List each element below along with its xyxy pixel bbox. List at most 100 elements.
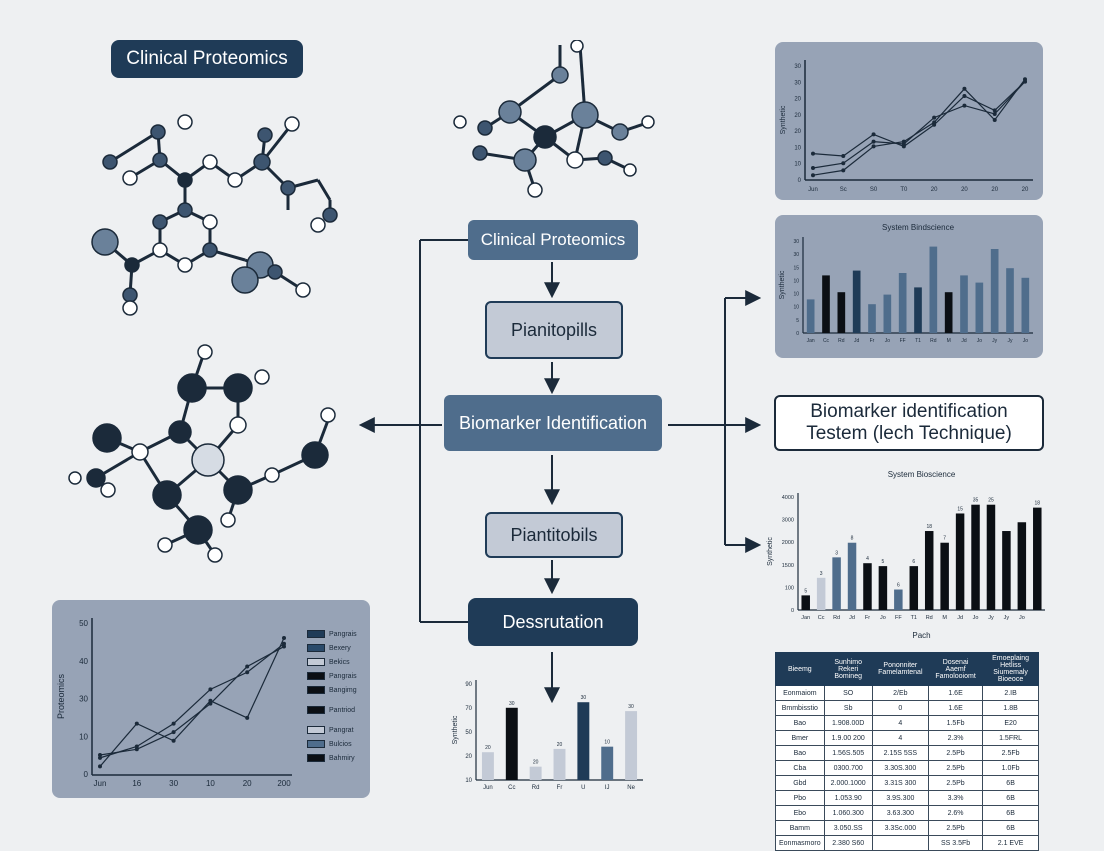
y-tick-label: 4000 — [782, 495, 794, 501]
data-label: 7 — [943, 536, 946, 542]
title-badge: Clinical Proteomics — [111, 40, 303, 78]
bar — [940, 542, 949, 610]
y-tick-label: 1500 — [782, 563, 794, 569]
table-cell: 3.31S 300 — [871, 775, 929, 791]
bioscience-bar-chart: 5 Jan 3 Cc 3 Rd 8 Jd 4 Fr 5 Jo 6 FF 6 T1 18 Rd 7 M 15 Jd 35 Jo 2… — [767, 470, 1045, 640]
table-cell: Cba — [775, 760, 825, 776]
table-header-cell: Pononniter Famelamtenal — [871, 652, 929, 686]
table-cell: 6B — [982, 790, 1039, 806]
table-cell: 2.5Pb — [927, 775, 984, 791]
bar — [883, 294, 892, 333]
data-point — [245, 715, 250, 720]
x-tick-label: Jo — [977, 338, 983, 344]
table-cell: 1.908.00D — [823, 715, 873, 731]
y-tick-label: 40 — [79, 657, 88, 666]
table-cell: 2.000.1000 — [823, 775, 873, 791]
technique-line-1: Biomarker identification — [810, 401, 1008, 422]
table-cell — [871, 835, 929, 851]
bar — [852, 270, 861, 333]
y-tick-label: 2000 — [782, 540, 794, 546]
line-chart-top-right-panel: Jun Sc S0 T0 20 20 20 20 30 30 20 20 20 10 10 0 Syntheti… — [775, 42, 1043, 200]
x-tick-label: Fr — [557, 785, 563, 791]
legend-swatch — [307, 754, 325, 762]
data-label: 15 — [957, 506, 963, 512]
table-cell: 1.6E — [927, 685, 984, 701]
data-point — [992, 108, 997, 113]
bar-chart-right-panel: Jan Cc Rd Jd Fr Jo FF T1 Rd M Jd Jo Jy Jy Jo 30 30 15 10 10… — [775, 215, 1043, 358]
bar — [944, 292, 953, 333]
bar — [878, 566, 888, 610]
bar — [822, 275, 830, 333]
molecule-top-center-illustration — [453, 40, 655, 198]
molecule-middle-left-illustration — [68, 344, 336, 563]
x-tick-label: Cc — [818, 615, 825, 621]
x-tick-label: Jan — [807, 338, 815, 344]
x-tick-label: Jo — [880, 615, 886, 621]
x-tick-label: Sc — [840, 187, 847, 193]
x-tick-label: M — [947, 338, 951, 344]
x-tick-label: 20 — [961, 187, 968, 193]
table-cell: Gbd — [775, 775, 825, 791]
table-cell: 2.IB — [982, 685, 1039, 701]
table-row: Bmmbisstio Sb 0 1.6E 1.8B — [775, 700, 1039, 716]
y-tick-label: 50 — [465, 730, 472, 736]
table-header-cell: Sunhimo Rekeri Bomineg — [823, 652, 873, 686]
table-cell: 2.15S 5SS — [871, 745, 929, 761]
flow-node-pianitopills: Pianitopills — [485, 301, 623, 359]
data-label: 5 — [804, 588, 807, 594]
x-tick-label: T1 — [911, 615, 917, 621]
data-label: 25 — [988, 498, 994, 504]
table-cell: 1.0Fb — [982, 760, 1039, 776]
legend-label: Bahmiry — [329, 754, 355, 762]
x-tick-label: Cc — [823, 338, 830, 344]
legend-item: Bangimg — [307, 684, 367, 696]
legend-item: Pangrais — [307, 670, 367, 682]
x-tick-label: Jd — [849, 615, 855, 621]
bar — [806, 299, 815, 333]
bar — [894, 589, 903, 610]
bar — [481, 752, 494, 780]
table-cell: Pbo — [775, 790, 825, 806]
bar — [955, 513, 965, 610]
x-tick-label: Rd — [926, 615, 933, 621]
table-cell: 4 — [871, 730, 929, 746]
bar-chart-bottom-center: 20 Jun 30 Cc 20 Rd 20 Fr 30 U 10 IJ 30 Ne 90 70 50 20 10 Sy… — [452, 680, 643, 791]
data-point — [245, 664, 250, 669]
data-point — [962, 103, 967, 108]
x-tick-label: 200 — [277, 779, 291, 788]
bar — [1021, 277, 1030, 333]
bar — [960, 275, 968, 333]
legend-label: Bangimg — [329, 686, 357, 694]
x-tick-label: Jo — [1023, 338, 1029, 344]
y-axis-label: Synthetic — [779, 270, 786, 299]
y-axis-label: Synthetic — [452, 715, 459, 744]
table-cell: 1.053.90 — [823, 790, 873, 806]
table-row: Gbd 2.000.1000 3.31S 300 2.5Pb 6B — [775, 775, 1039, 791]
y-axis-label: Synthetic — [767, 537, 774, 566]
data-point — [841, 168, 846, 173]
legend-item: Pantriod — [307, 704, 367, 716]
x-tick-label: IJ — [605, 785, 610, 791]
series-line-1 — [99, 637, 285, 767]
y-tick-label: 10 — [465, 778, 472, 784]
data-label: 20 — [557, 742, 563, 748]
data-label: 4 — [866, 556, 869, 562]
y-tick-label: 0 — [791, 608, 794, 614]
table-cell: 3.9S.300 — [871, 790, 929, 806]
x-tick-label: Rd — [532, 785, 540, 791]
data-point — [282, 635, 286, 640]
legend-bottom-left: Pangrais Bexery Bekics Pangrais Bangimg Pantr… — [307, 628, 367, 766]
legend-label: Pangrais — [329, 630, 357, 638]
bar — [986, 504, 996, 610]
table-cell: 3.3% — [927, 790, 984, 806]
x-tick-label: Jun — [94, 779, 107, 788]
bar — [1002, 531, 1011, 610]
legend-swatch — [307, 726, 325, 734]
legend-swatch — [307, 686, 325, 694]
table-row: Bamm 3.050.SS 3.3Sc.000 2.5Pb 6B — [775, 820, 1039, 836]
bar — [847, 542, 857, 610]
x-axis-label: Pach — [912, 631, 930, 640]
bar — [909, 566, 919, 610]
y-tick-label: 20 — [794, 129, 801, 135]
bar — [975, 282, 984, 333]
